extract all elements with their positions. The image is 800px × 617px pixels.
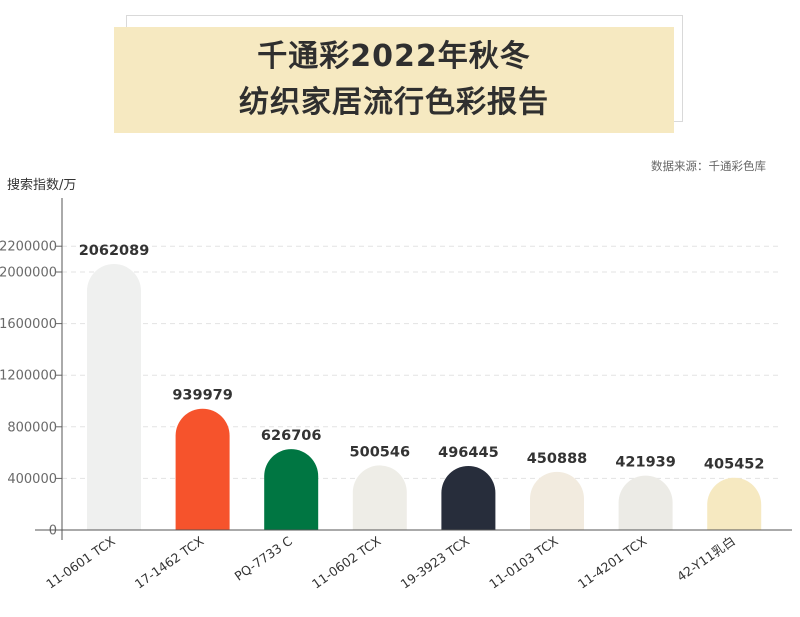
x-axis: 11-0601 TCX 17-1462 TCX PQ-7733 C 11-0602 T… [35,529,792,592]
x-tick-label: 11-0103 TCX [486,533,561,592]
bar [175,408,230,530]
x-tick-label: 11-0602 TCX [309,533,384,592]
bar-value-label: 405452 [704,457,765,473]
x-tick-label: 17-1462 TCX [132,533,207,592]
y-tick-label: 800000 [7,420,57,435]
bar-value-label: 939979 [172,388,233,404]
y-axis: 0 400000 800000 1200000 1600000 2000000 220000… [0,198,63,540]
x-tick-label: PQ-7733 C [232,533,296,584]
x-tick-label: 42-Y11乳白 [674,533,738,584]
x-tick-label: 19-3923 TCX [398,533,473,592]
x-tick-label: 11-4201 TCX [575,533,650,592]
x-tick-label: 11-0601 TCX [43,533,118,592]
bar [264,449,319,530]
bar-value-label: 421939 [615,455,676,471]
y-tick-label: 2000000 [0,266,57,281]
bar [87,263,141,530]
bar-value-label: 496445 [438,445,499,461]
bar-value-label: 626706 [261,428,322,444]
title-line-1: 千通彩2022年秋冬 [257,39,531,74]
y-tick-label: 2200000 [0,240,57,255]
bar [441,465,496,530]
y-tick-label: 0 [49,524,57,539]
title-line-2: 纺织家居流行色彩报告 [239,85,549,120]
bar-value-label: 450888 [527,451,588,467]
y-tick-label: 1600000 [0,317,57,332]
gridlines [62,245,780,479]
data-source-note: 数据来源：千通彩色库 [651,159,766,173]
y-axis-title: 搜索指数/万 [7,178,76,193]
bar-value-label: 500546 [350,444,411,460]
bar [530,471,584,530]
bar [707,477,762,530]
bar-value-label: 2062089 [79,243,150,259]
title-banner: 千通彩2022年秋冬 纺织家居流行色彩报告 [114,27,674,133]
bars: 2062089 939979 626706 500546 496445 450888 421… [79,243,765,530]
bar [618,475,673,530]
y-tick-label: 400000 [7,472,57,487]
bar [352,465,407,530]
y-tick-label: 1200000 [0,369,57,384]
